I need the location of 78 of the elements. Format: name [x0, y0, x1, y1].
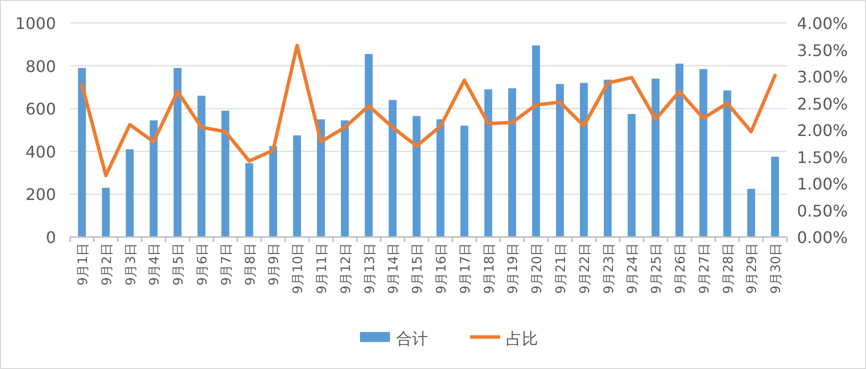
x-tick-label: 9月18日: [482, 243, 498, 294]
bar: [269, 146, 278, 237]
bar: [771, 156, 779, 237]
bar: [484, 89, 492, 237]
bar: [556, 84, 564, 237]
x-tick-label: 9月6日: [195, 243, 210, 286]
legend-label: 合计: [396, 329, 428, 348]
bar: [628, 114, 636, 237]
bar: [364, 54, 373, 237]
line-series: [80, 44, 777, 178]
bar: [78, 68, 86, 237]
x-tick-label: 9月9日: [267, 243, 282, 286]
x-tick-label: 9月14日: [386, 243, 402, 294]
x-tick-label: 9月23日: [602, 243, 617, 294]
bar: [532, 45, 540, 237]
x-tick-label: 9月20日: [530, 243, 546, 294]
bar: [436, 119, 444, 237]
y2-tick-label: 1.50%: [797, 148, 848, 167]
x-tick-label: 9月29日: [745, 243, 760, 294]
bar: [102, 188, 110, 237]
bar: [580, 82, 588, 237]
x-tick-label: 9月4日: [148, 243, 163, 286]
y2-tick-label: 0.00%: [797, 228, 848, 247]
bar: [388, 100, 397, 237]
x-tick-label: 9月21日: [554, 243, 569, 294]
x-tick-label: 9月19日: [506, 243, 522, 294]
y-tick-label: 200: [25, 185, 56, 204]
bar: [150, 120, 158, 237]
legend-label: 占比: [506, 329, 538, 348]
x-tick-label: 9月27日: [697, 243, 712, 294]
bar: [174, 68, 182, 237]
x-tick-label: 9月3日: [124, 243, 139, 286]
bar: [412, 116, 420, 237]
bar: [293, 135, 301, 237]
y-tick-label: 600: [25, 100, 56, 119]
bar: [340, 120, 349, 237]
bar: [747, 188, 756, 237]
x-tick-label: 9月12日: [338, 243, 354, 294]
bar: [126, 149, 134, 237]
x-tick-label: 9月1日: [76, 243, 91, 286]
bar: [699, 69, 708, 237]
x-tick-label: 9月26日: [673, 243, 688, 294]
x-tick-label: 9月7日: [219, 243, 234, 286]
x-tick-label: 9月15日: [410, 243, 426, 294]
bar: [317, 119, 325, 237]
x-tick-label: 9月22日: [578, 243, 593, 294]
x-tick-label: 9月13日: [362, 243, 378, 294]
y-tick-label: 1000: [15, 14, 56, 33]
bar: [198, 96, 206, 237]
y2-tick-label: 3.00%: [797, 68, 848, 86]
x-tick-label: 9月28日: [721, 243, 736, 294]
y-tick-label: 800: [25, 56, 56, 76]
bar: [460, 126, 468, 237]
y2-tick-label: 0.50%: [797, 201, 848, 220]
bar: [652, 78, 660, 237]
x-tick-label: 9月2日: [100, 243, 115, 286]
y2-tick-label: 4.00%: [797, 14, 848, 33]
y2-tick-label: 3.50%: [797, 40, 848, 60]
x-tick-label: 9月11日: [314, 243, 330, 294]
y2-tick-label: 2.00%: [797, 121, 848, 140]
bar: [723, 90, 732, 237]
y2-tick-label: 1.00%: [797, 174, 848, 194]
x-tick-label: 9月16日: [434, 243, 450, 294]
y-tick-label: 0: [46, 228, 56, 247]
x-tick-label: 9月25日: [650, 243, 665, 294]
y2-tick-label: 2.50%: [797, 94, 848, 114]
x-tick-label: 9月30日: [769, 243, 784, 294]
bar: [676, 64, 684, 237]
bar: [604, 80, 612, 237]
x-tick-label: 9月5日: [172, 243, 187, 286]
y-tick-label: 400: [25, 142, 56, 162]
x-tick-label: 9月10日: [291, 243, 306, 294]
x-tick-label: 9月24日: [626, 243, 641, 294]
x-tick-label: 9月8日: [243, 243, 258, 286]
bar: [221, 110, 230, 237]
bar: [508, 88, 516, 237]
x-tick-label: 9月17日: [458, 243, 474, 294]
bar: [245, 163, 254, 237]
